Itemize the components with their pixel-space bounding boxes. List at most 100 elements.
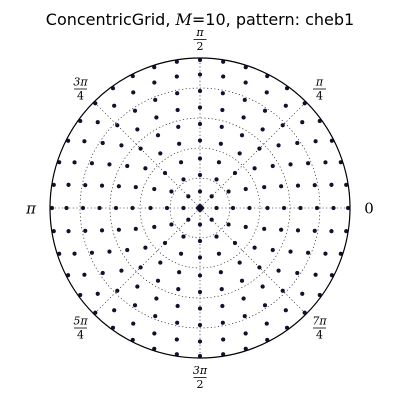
data-point-4 <box>197 207 203 213</box>
data-point-38 <box>216 251 222 256</box>
data-point-167 <box>95 291 100 296</box>
data-point-9 <box>181 205 186 211</box>
data-point-169 <box>131 321 136 326</box>
data-point-70 <box>138 146 143 151</box>
data-point-29 <box>197 156 203 161</box>
data-point-65 <box>239 133 245 138</box>
data-point-179 <box>323 251 328 256</box>
data-point-22 <box>197 238 203 244</box>
data-point-144 <box>312 228 317 233</box>
data-point-151 <box>264 90 269 95</box>
data-point-161 <box>72 160 77 165</box>
data-point-23 <box>214 234 219 239</box>
data-point-180 <box>329 229 334 234</box>
data-point-91 <box>220 107 225 113</box>
data-point-54 <box>158 260 163 265</box>
data-point-148 <box>313 139 318 144</box>
data-point-107 <box>220 303 225 309</box>
data-point-142 <box>295 270 300 276</box>
data-point-27 <box>232 170 238 176</box>
data-point-122 <box>175 91 180 96</box>
data-point-100 <box>99 228 105 233</box>
data-point-163 <box>64 205 69 211</box>
data-point-110 <box>276 268 281 273</box>
theta-tick-text-4: π <box>25 200 37 218</box>
title-separator: , <box>165 10 176 29</box>
data-point-55 <box>177 270 182 275</box>
data-point-127 <box>89 161 95 166</box>
data-point-84 <box>279 227 284 232</box>
data-point-26 <box>243 186 248 192</box>
data-point-28 <box>216 160 222 165</box>
data-point-155 <box>174 74 179 79</box>
theta-tick-numerator-5: 5π <box>73 315 88 328</box>
data-point-5 <box>214 205 219 211</box>
data-point-89 <box>260 127 265 132</box>
data-point-35 <box>162 240 168 246</box>
title-name: ConcentricGrid <box>45 10 166 29</box>
data-point-168 <box>112 308 117 313</box>
data-point-57 <box>218 270 223 275</box>
data-point-30 <box>178 160 184 165</box>
theta-tick-numerator-6: 3π <box>193 364 208 377</box>
data-point-25 <box>247 205 252 211</box>
data-point-56 <box>197 273 203 278</box>
data-point-181 <box>345 205 351 211</box>
chart-title: ConcentricGrid, M=10, pattern: cheb1 <box>0 10 400 29</box>
data-point-150 <box>283 103 288 108</box>
data-point-131 <box>89 250 95 255</box>
data-point-16 <box>197 172 203 178</box>
theta-tick-label-6: 3π2 <box>193 364 208 391</box>
data-point-74 <box>116 227 121 232</box>
data-point-99 <box>97 205 102 211</box>
theta-grid-line-5 <box>93 207 201 315</box>
data-point-154 <box>197 72 203 77</box>
data-point-11 <box>197 222 203 227</box>
data-point-47 <box>177 141 182 146</box>
data-point-140 <box>262 303 268 308</box>
data-point-69 <box>155 133 161 138</box>
data-point-62 <box>279 184 284 189</box>
theta-grid-line-1 <box>199 101 307 209</box>
theta-tick-numerator-1: π <box>315 75 324 88</box>
data-point-12 <box>209 217 214 222</box>
data-point-159 <box>95 120 100 125</box>
data-point-51 <box>130 205 135 211</box>
data-point-166 <box>82 272 87 277</box>
data-point-175 <box>264 321 269 326</box>
data-point-125 <box>115 123 120 128</box>
data-point-77 <box>155 278 161 283</box>
data-point-81 <box>239 278 245 283</box>
data-point-24 <box>226 222 231 227</box>
data-point-136 <box>175 320 180 325</box>
data-point-153 <box>221 74 226 79</box>
data-point-71 <box>125 163 130 169</box>
data-point-172 <box>197 339 203 344</box>
data-point-53 <box>143 245 148 250</box>
data-point-43 <box>252 166 257 171</box>
data-point-102 <box>119 268 124 273</box>
data-point-114 <box>312 183 317 188</box>
data-point-162 <box>66 182 71 187</box>
data-point-178 <box>313 272 318 277</box>
data-point-85 <box>298 205 303 211</box>
theta-grid-line-3 <box>93 101 201 209</box>
data-point-171 <box>174 337 179 342</box>
theta-tick-denominator-5: 4 <box>77 329 84 342</box>
data-point-98 <box>99 183 105 188</box>
theta-tick-label-5: 5π4 <box>73 315 88 342</box>
data-point-42 <box>262 185 267 190</box>
data-point-141 <box>280 288 285 293</box>
theta-tick-numerator-3: 3π <box>73 75 88 88</box>
data-point-118 <box>262 108 268 113</box>
data-point-132 <box>100 270 105 276</box>
data-point-31 <box>162 170 168 176</box>
data-point-156 <box>152 80 157 85</box>
data-point-17 <box>181 177 186 182</box>
data-point-201 <box>49 205 55 211</box>
data-point-170 <box>152 331 157 336</box>
data-point-94 <box>154 115 159 120</box>
data-point-37 <box>197 255 203 260</box>
data-point-157 <box>131 90 136 95</box>
